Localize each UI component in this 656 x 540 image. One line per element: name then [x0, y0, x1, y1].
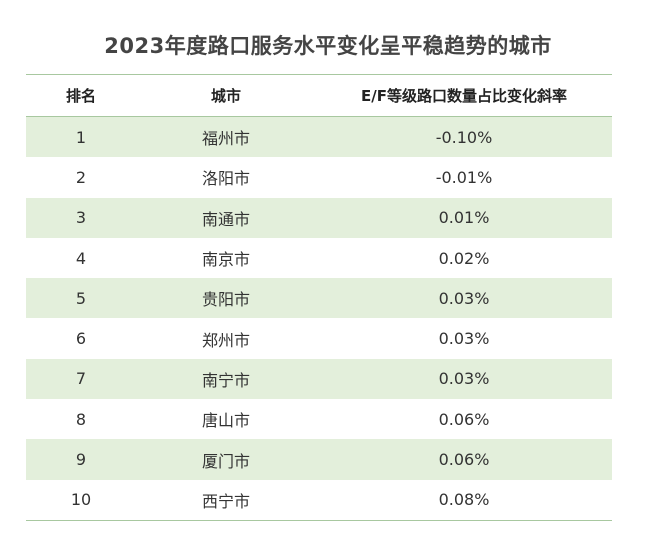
- rate-cell: 0.03%: [438, 288, 490, 308]
- rate-cell: 0.03%: [438, 369, 490, 389]
- rate-cell: 0.06%: [438, 450, 490, 470]
- city-cell: 西宁市: [201, 491, 250, 511]
- rank-cell: 5: [75, 288, 87, 308]
- city-cell: 贵阳市: [201, 290, 250, 310]
- city-cell: 唐山市: [201, 411, 250, 431]
- header-city: 城市: [210, 87, 241, 105]
- rank-cell: 9: [75, 450, 87, 470]
- city-cell: 南通市: [201, 209, 250, 229]
- table-row: 2 洛阳市 -0.01%: [26, 157, 612, 197]
- table-row: 5 贵阳市 0.03%: [26, 278, 612, 319]
- rate-cell: 0.08%: [438, 490, 490, 510]
- rank-cell: 8: [75, 409, 87, 429]
- table-row: 8 唐山市 0.06%: [26, 399, 612, 439]
- table-row: 3 南通市 0.01%: [26, 197, 612, 238]
- rate-cell: -0.01%: [435, 167, 493, 187]
- table-row: 9 厦门市 0.06%: [26, 439, 612, 480]
- city-cell: 厦门市: [201, 451, 250, 471]
- page-title: 2023年度路口服务水平变化呈平稳趋势的城市: [104, 34, 552, 58]
- rank-cell: 2: [75, 167, 87, 187]
- header-rate: E/F等级路口数量占比变化斜率: [361, 87, 567, 105]
- table-row: 10 西宁市 0.08%: [26, 480, 612, 520]
- rank-cell: 1: [75, 127, 87, 147]
- table-header-row: 排名 城市 E/F等级路口数量占比变化斜率: [26, 75, 612, 117]
- table-row: 6 郑州市 0.03%: [26, 318, 612, 358]
- rate-cell: 0.02%: [438, 248, 490, 268]
- rank-cell: 6: [75, 329, 87, 349]
- rank-cell: 4: [75, 248, 87, 268]
- rate-cell: -0.10%: [435, 127, 493, 147]
- city-cell: 南宁市: [201, 370, 250, 390]
- city-cell: 南京市: [201, 250, 250, 270]
- table-row: 4 南京市 0.02%: [26, 238, 612, 278]
- rate-cell: 0.06%: [438, 409, 490, 429]
- header-rank: 排名: [65, 87, 96, 105]
- city-cell: 洛阳市: [201, 169, 250, 189]
- rank-cell: 3: [75, 208, 87, 228]
- table-row: 1 福州市 -0.10%: [26, 117, 612, 158]
- ranking-table: 排名 城市 E/F等级路口数量占比变化斜率 1 福州市 -0.10% 2 洛阳市…: [26, 74, 612, 521]
- rank-cell: 10: [70, 490, 92, 510]
- rank-cell: 7: [75, 369, 87, 389]
- rate-cell: 0.03%: [438, 329, 490, 349]
- rate-cell: 0.01%: [438, 208, 490, 228]
- table-row: 7 南宁市 0.03%: [26, 358, 612, 400]
- city-cell: 郑州市: [201, 330, 250, 350]
- city-cell: 福州市: [201, 129, 250, 149]
